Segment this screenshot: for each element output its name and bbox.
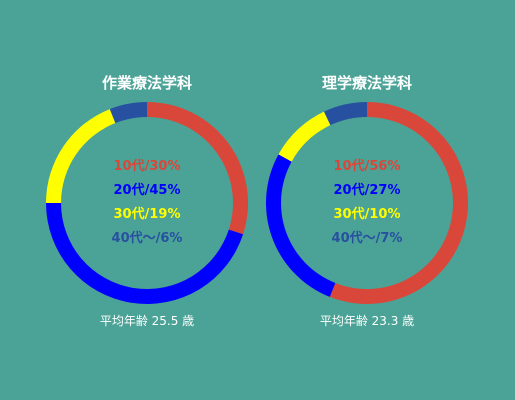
segment-forties-plus [323, 102, 367, 126]
segment-thirties [278, 111, 331, 162]
segment-thirties [46, 109, 116, 203]
legend-label-twenties: 20代/27% [333, 183, 401, 198]
segment-twenties [266, 154, 336, 297]
chart-title: 作業療法学科 [101, 74, 192, 92]
legend-label-teens: 10代/56% [333, 159, 401, 174]
chart-title: 理学療法学科 [321, 74, 412, 92]
segment-twenties [46, 203, 244, 304]
legend: 10代/30% 20代/45% 30代/19% 40代〜/6% [32, 155, 262, 251]
segment-teens [147, 102, 248, 235]
legend-label-twenties: 20代/45% [113, 183, 181, 198]
donut-chart [46, 102, 248, 304]
segment-forties-plus [109, 102, 147, 124]
average-age: 平均年齢 25.5 歳 [99, 314, 195, 328]
legend-label-forties-plus: 40代〜/7% [331, 231, 403, 246]
legend-label-thirties: 30代/10% [333, 207, 401, 222]
legend-label-teens: 10代/30% [113, 159, 181, 174]
legend-label-thirties: 30代/19% [113, 207, 181, 222]
legend-label-forties-plus: 40代〜/6% [111, 231, 183, 246]
chart-physical-therapy: 理学療法学科 10代/56% 20代/27% 30代/10% 40代〜/7% 平… [252, 0, 482, 400]
legend: 10代/56% 20代/27% 30代/10% 40代〜/7% [252, 155, 482, 251]
chart-occupational-therapy: 作業療法学科 10代/30% 20代/45% 30代/19% 40代〜/6% 平… [32, 0, 262, 400]
donut-chart [266, 102, 468, 304]
average-age: 平均年齢 23.3 歳 [319, 314, 415, 328]
